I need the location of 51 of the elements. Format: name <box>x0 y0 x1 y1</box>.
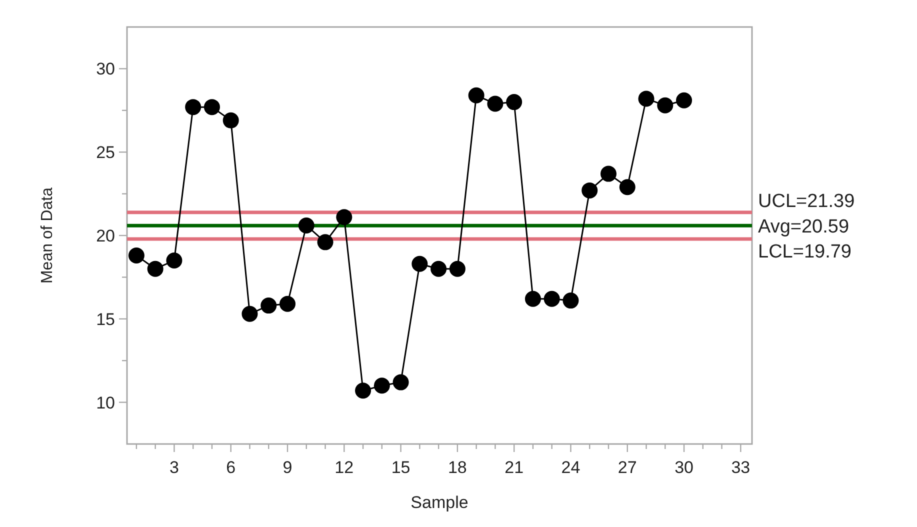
point <box>638 90 654 107</box>
x-axis-title: Sample <box>410 493 468 512</box>
y-tick-label: 20 <box>96 226 115 246</box>
point <box>544 290 560 307</box>
x-tick-label: 3 <box>169 458 179 477</box>
x-tick-label: 24 <box>561 458 580 477</box>
point <box>562 292 579 309</box>
y-tick-label: 10 <box>96 393 115 412</box>
x-tick-label: 15 <box>391 458 410 477</box>
y-tick-label: 25 <box>96 143 115 162</box>
point <box>676 92 692 108</box>
x-tick-label: 18 <box>448 458 467 477</box>
point <box>355 382 372 399</box>
x-tick-label: 21 <box>504 458 524 477</box>
point <box>204 99 220 116</box>
point <box>242 306 258 322</box>
point <box>582 182 598 198</box>
x-tick-label: 12 <box>334 458 354 477</box>
point <box>185 99 202 116</box>
point <box>166 252 182 269</box>
point <box>430 260 447 277</box>
ref-line-label: LCL=19.79 <box>758 242 852 263</box>
y-tick-label: 30 <box>96 60 115 79</box>
point <box>317 234 334 250</box>
x-tick-label: 6 <box>226 458 236 477</box>
point <box>298 217 314 234</box>
x-tick-label: 33 <box>731 458 750 477</box>
point <box>600 166 616 182</box>
point <box>506 94 522 110</box>
point <box>260 298 277 314</box>
point <box>392 374 409 390</box>
point <box>657 97 674 114</box>
point <box>412 256 428 272</box>
point <box>524 290 541 307</box>
point <box>128 248 144 264</box>
ref-line-label: UCL=21.39 <box>758 190 855 212</box>
point <box>280 296 296 312</box>
point <box>487 96 504 112</box>
ref-line-label: Avg=20.59 <box>758 216 850 238</box>
x-tick-label: 30 <box>674 458 694 477</box>
x-tick-label: 27 <box>618 458 637 477</box>
point <box>374 378 390 394</box>
point <box>619 179 636 196</box>
x-tick-label: 9 <box>282 458 292 477</box>
point <box>222 112 239 128</box>
point <box>147 260 164 277</box>
point <box>468 87 484 104</box>
y-axis-title: Mean of Data <box>39 187 56 284</box>
point <box>449 260 466 277</box>
y-tick-label: 15 <box>96 310 115 329</box>
point <box>336 209 352 226</box>
